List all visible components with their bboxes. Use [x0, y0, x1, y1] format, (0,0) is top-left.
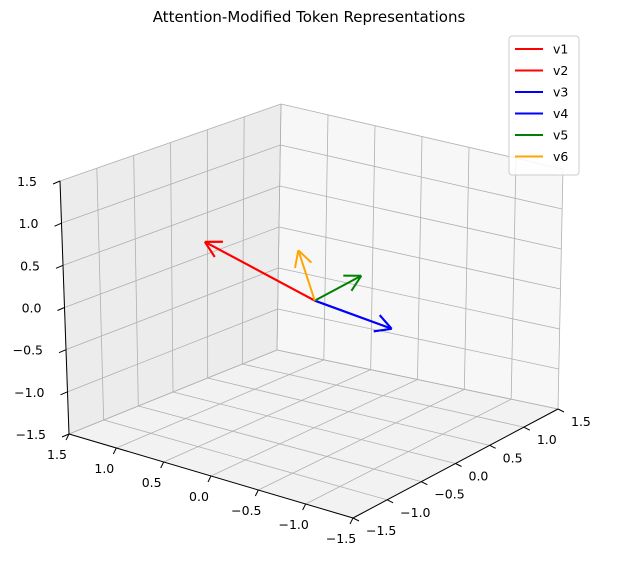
vector-head	[204, 241, 216, 258]
y-tick-label: 1.0	[537, 432, 557, 447]
x-tick-mark	[112, 447, 117, 455]
vector-arrows	[204, 240, 393, 333]
chart-title: Attention-Modified Token Representations	[153, 8, 466, 26]
back-left-pane	[60, 104, 281, 434]
grid-line	[276, 349, 559, 410]
x-tick-mark	[65, 433, 70, 441]
z-tick-label: 0.5	[20, 258, 40, 273]
x-tick-label: 0.5	[142, 475, 162, 490]
x-tick-label: 1.0	[94, 461, 114, 476]
y-tick-label: −0.5	[434, 487, 464, 502]
x-tick-label: −1.0	[278, 517, 308, 532]
grid-line	[280, 144, 563, 210]
axis-panes	[60, 104, 563, 518]
y-tick-mark	[352, 517, 360, 522]
grid-line	[59, 103, 282, 182]
vector-head	[350, 275, 363, 292]
legend-box	[508, 35, 580, 176]
grid-line	[276, 103, 282, 351]
z-tick-mark	[52, 180, 61, 185]
z-tick-label: 0.0	[22, 301, 42, 316]
legend-label: v4	[553, 106, 568, 121]
vector-head	[379, 314, 393, 330]
y-tick-mark	[421, 481, 428, 486]
z-tick-label: −1.5	[16, 427, 46, 442]
vector-v4	[314, 299, 393, 333]
x-tick-mark	[207, 475, 212, 483]
x-tick-mark	[254, 489, 259, 497]
y-tick-label: 1.5	[571, 414, 591, 429]
z-tick-mark	[54, 222, 62, 227]
y-tick-mark	[489, 444, 496, 449]
vector-head	[294, 250, 300, 269]
legend: v1 v2 v3 v4 v5 v6	[508, 35, 580, 176]
vector-shaft	[204, 240, 316, 302]
tick-labels: 1.5 1.0 0.5 0.0 −0.5 −1.0 −1.5 −1.5 −1.0 −0.5 0.0 0…	[13, 174, 591, 546]
legend-label: v6	[553, 149, 568, 164]
vector-head	[373, 327, 392, 333]
legend-label: v1	[553, 42, 568, 57]
vector-v5	[314, 274, 363, 302]
vector-shaft	[314, 299, 392, 330]
y-tick-mark	[557, 408, 565, 413]
x-tick-label: 1.5	[47, 447, 67, 462]
legend-label: v5	[553, 128, 568, 143]
y-tick-mark	[523, 426, 531, 431]
z-tick-mark	[60, 391, 68, 396]
z-tick-label: 1.0	[19, 216, 39, 231]
vector-v2	[204, 240, 316, 302]
y-tick-label: −1.0	[400, 505, 430, 520]
y-tick-label: 0.5	[503, 450, 523, 465]
z-tick-mark	[55, 264, 64, 269]
x-tick-label: 0.0	[189, 489, 209, 504]
grid-line	[68, 349, 278, 435]
z-tick-label: 1.5	[17, 174, 37, 189]
y-tick-mark	[455, 463, 462, 467]
vector-head	[297, 249, 313, 264]
y-tick-mark	[386, 499, 394, 504]
z-tick-label: −1.0	[14, 385, 44, 400]
x-tick-mark	[349, 517, 354, 525]
x-tick-label: −1.5	[326, 531, 356, 546]
vector-shaft	[297, 249, 316, 301]
z-tick-mark	[57, 307, 65, 311]
vector-shaft	[314, 274, 362, 302]
x-tick-mark	[160, 461, 165, 469]
x-tick-mark	[302, 503, 307, 511]
grid-line	[61, 144, 281, 224]
z-tick-label: −0.5	[13, 343, 43, 358]
legend-label: v3	[553, 85, 568, 100]
x-tick-label: −0.5	[231, 503, 261, 518]
floor-pane	[69, 350, 558, 518]
z-tick-mark	[58, 349, 67, 354]
y-tick-label: −1.5	[366, 523, 396, 538]
grid-line	[116, 359, 324, 449]
vector-v6	[294, 249, 316, 301]
y-tick-label: 0.0	[469, 469, 489, 484]
z-tick-mark	[61, 433, 70, 438]
legend-label: v2	[553, 63, 568, 78]
